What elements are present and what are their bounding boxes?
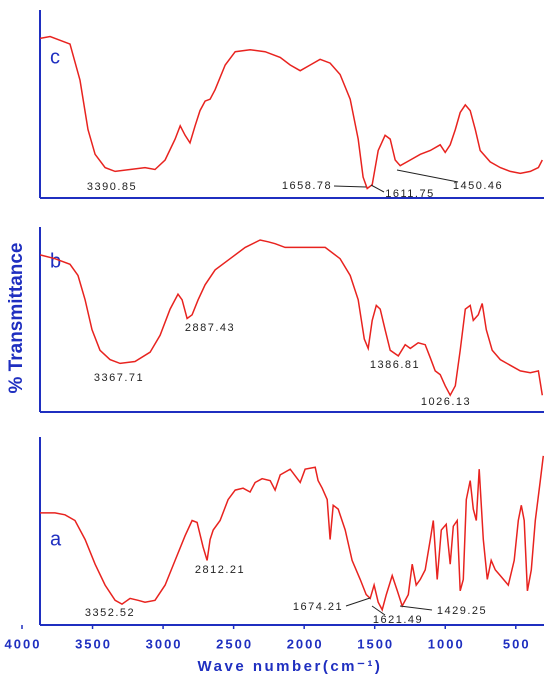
- spectrum-line: [40, 455, 544, 612]
- peak-label: 1674.21: [293, 601, 343, 613]
- leader-line: [345, 597, 371, 607]
- peak-label: 3390.85: [87, 181, 137, 193]
- leader-line: [333, 185, 367, 188]
- leader-line: [371, 605, 386, 616]
- x-tick-label: 4000: [5, 636, 42, 651]
- x-tick-label: 2000: [287, 636, 324, 651]
- x-tick-label: 3000: [146, 636, 183, 651]
- x-tick-label: 1000: [428, 636, 465, 651]
- peak-label: 3352.52: [85, 607, 135, 619]
- peak-label: 1429.25: [437, 605, 487, 617]
- leader-line: [370, 184, 385, 193]
- peak-label: 1386.81: [370, 359, 420, 371]
- spectrum-line: [39, 35, 543, 190]
- peak-label: 1658.78: [282, 180, 332, 192]
- peak-label: 1026.13: [421, 396, 471, 408]
- peak-label: 1621.49: [373, 614, 423, 626]
- leader-line: [396, 169, 459, 183]
- y-axis-label: % Transmittance: [6, 243, 27, 394]
- panel-label: c: [50, 46, 60, 68]
- spectrum-line: [39, 239, 544, 397]
- x-axis-label: Wave number(cm⁻¹): [198, 658, 383, 675]
- peak-label: 1450.46: [453, 180, 503, 192]
- peak-label: 1611.75: [385, 188, 434, 200]
- peak-label: 3367.71: [94, 372, 144, 384]
- x-tick-label: 1500: [357, 636, 394, 651]
- x-tick-label: 3500: [75, 636, 112, 651]
- leader-line: [399, 605, 433, 611]
- panel-label: a: [50, 528, 62, 550]
- x-tick-label: 2500: [216, 636, 253, 651]
- peak-label: 2887.43: [185, 322, 235, 334]
- x-tick-label: 500: [503, 636, 531, 651]
- panel-label: b: [50, 250, 61, 272]
- peak-label: 2812.21: [195, 564, 245, 576]
